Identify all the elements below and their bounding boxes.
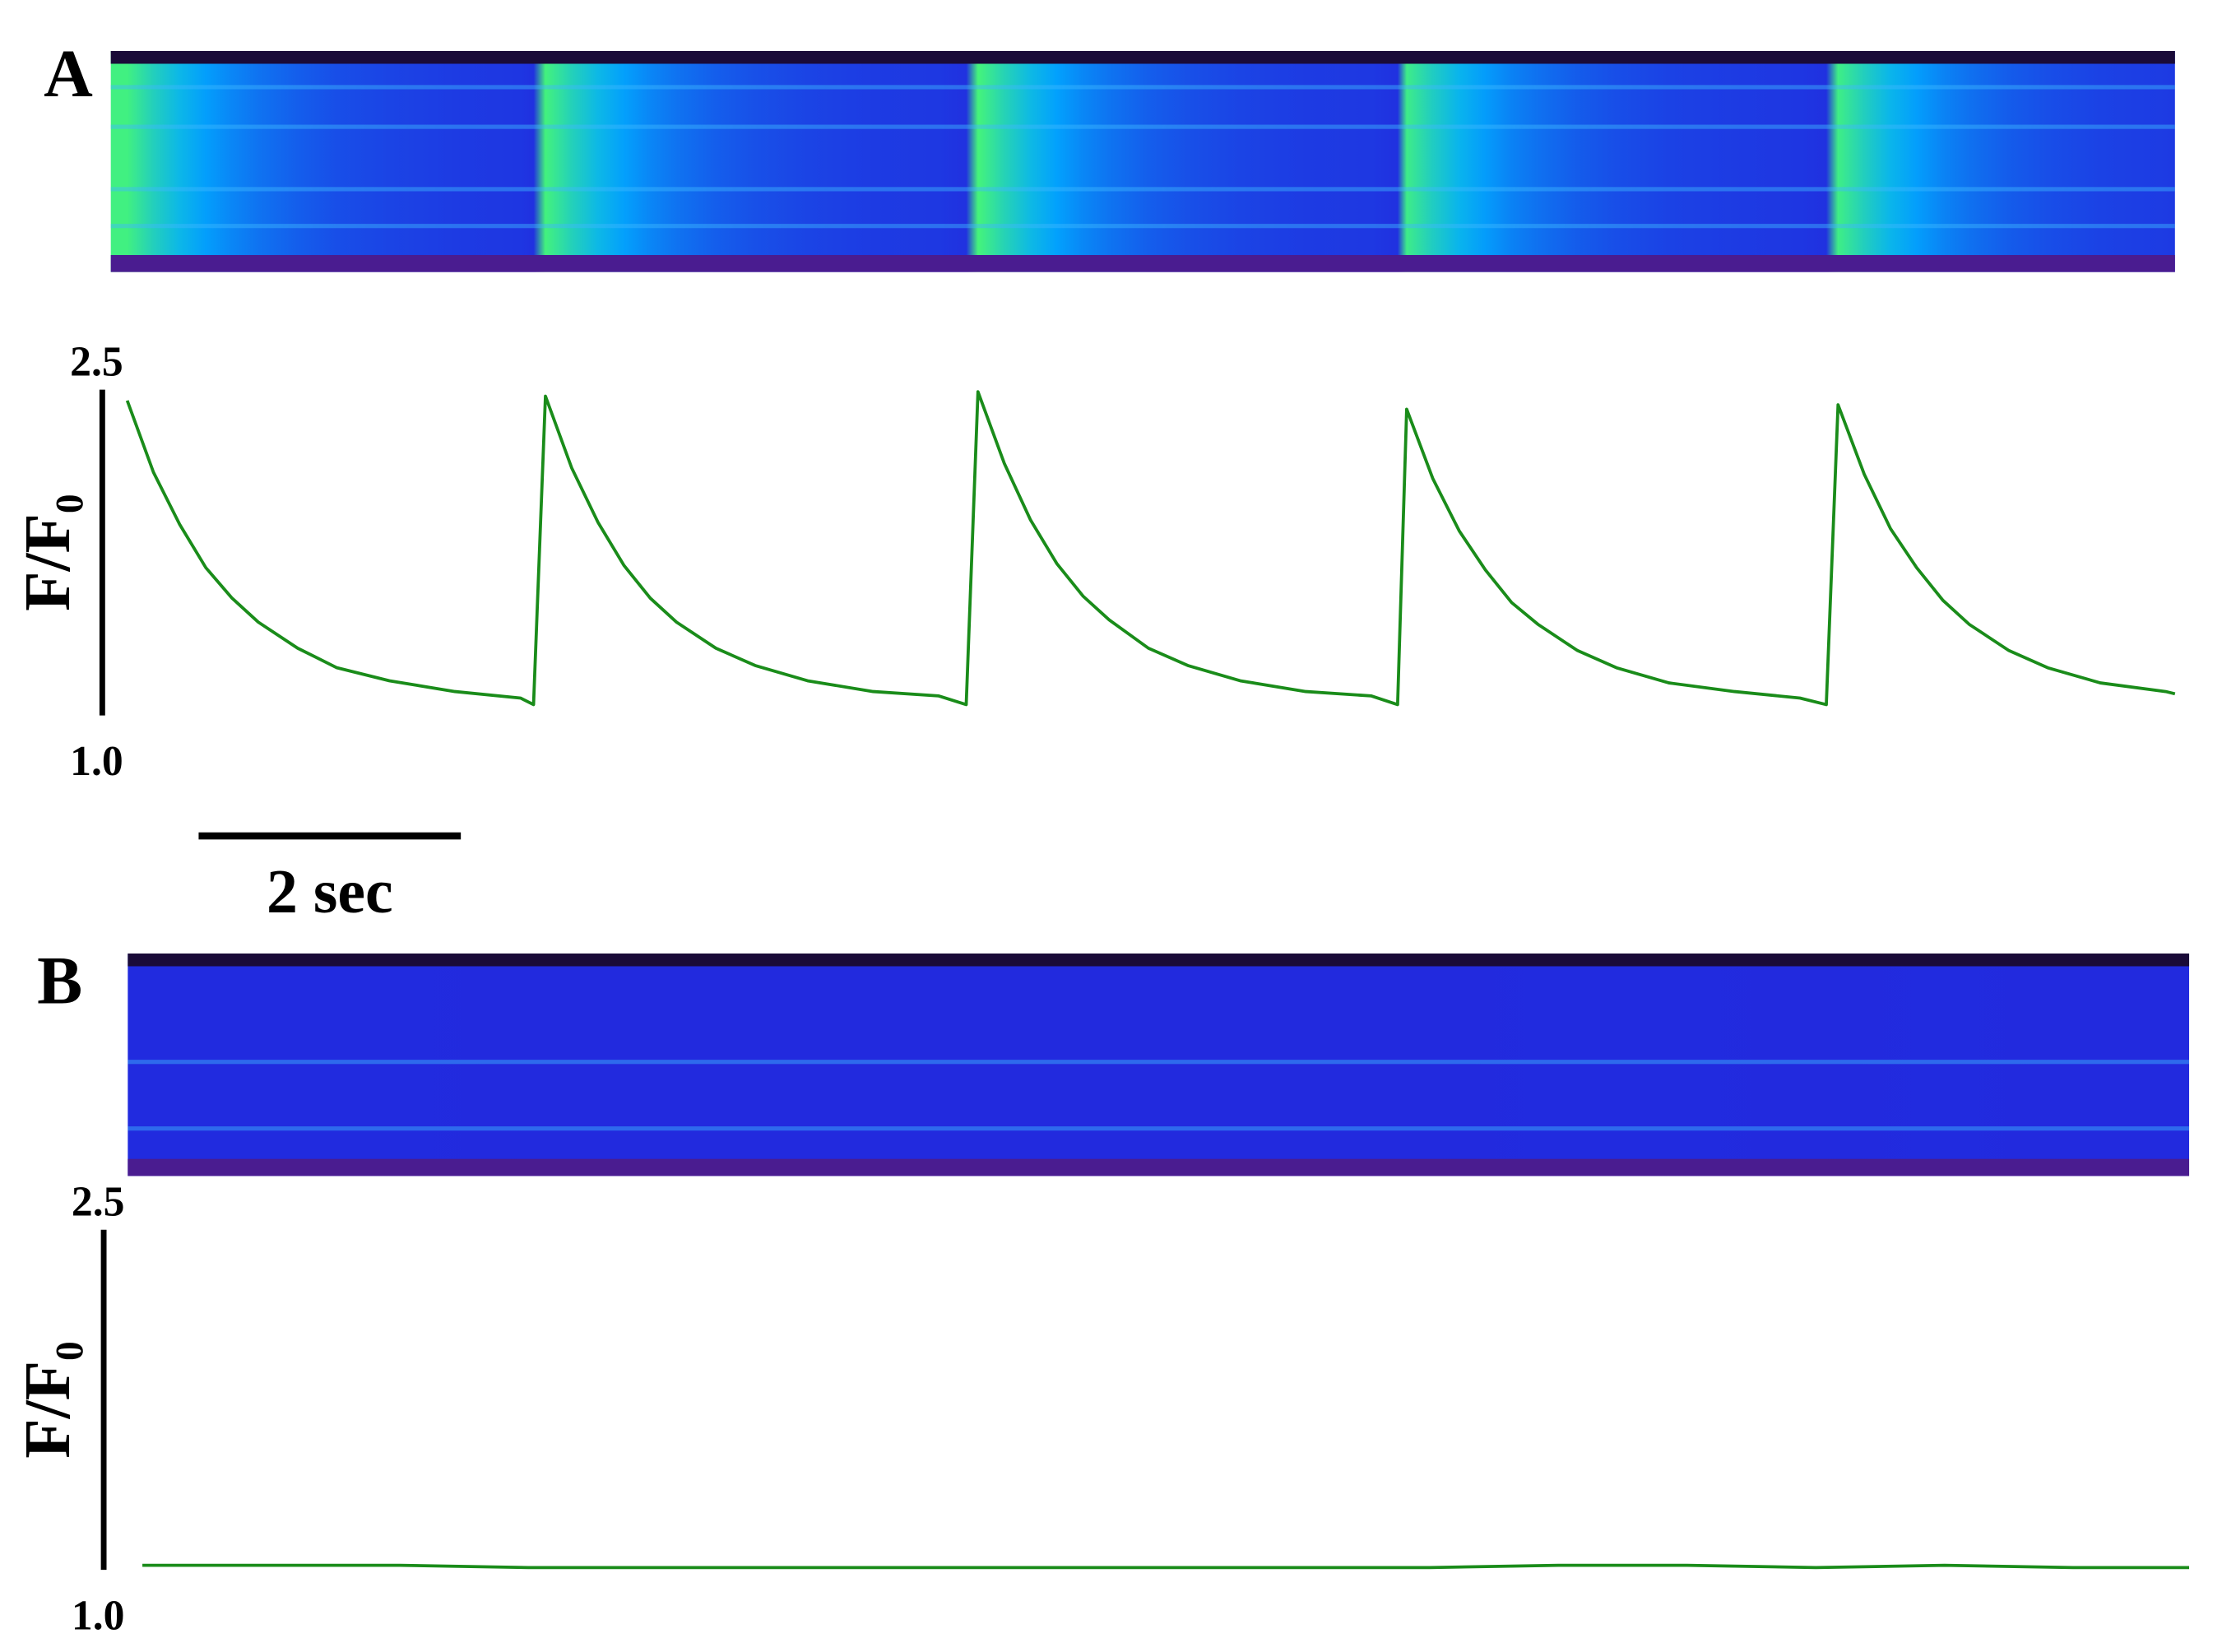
y-tick-label: 1.0 — [72, 1592, 125, 1639]
panel-label: A — [44, 35, 93, 111]
linescan-top-band — [110, 50, 2175, 64]
linescan-stripe — [110, 124, 2175, 129]
scale-bar-label: 2 sec — [267, 857, 393, 926]
y-tick-label: 2.5 — [70, 338, 123, 385]
linescan-bottom-band — [110, 254, 2175, 272]
y-axis-label: F/F₀ — [12, 494, 84, 611]
panel-label: B — [37, 942, 82, 1018]
trace — [142, 1563, 2190, 1570]
linescan-top-band — [128, 953, 2190, 967]
linescan-stripe — [110, 224, 2175, 229]
linescan-stripe — [110, 187, 2175, 192]
y-tick-label: 2.5 — [72, 1179, 125, 1226]
trace — [125, 390, 2176, 707]
linescan-image — [128, 953, 2190, 1176]
y-tick-label: 1.0 — [70, 738, 123, 785]
y-axis-label: F/F₀ — [12, 1341, 84, 1459]
linescan-stripe — [128, 1060, 2190, 1065]
linescan-bottom-band — [128, 1158, 2190, 1176]
linescan-stripe — [110, 85, 2175, 90]
linescan-image — [110, 50, 2175, 272]
linescan-stripe — [128, 1126, 2190, 1131]
